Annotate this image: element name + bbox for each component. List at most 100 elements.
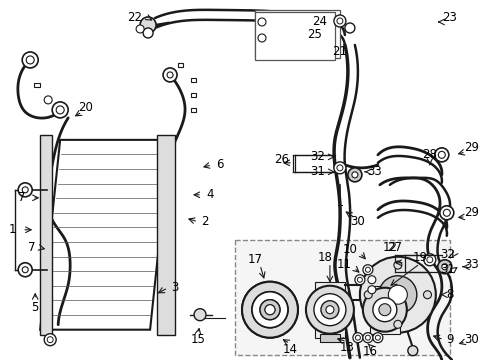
Circle shape <box>354 275 364 285</box>
Circle shape <box>375 335 380 340</box>
Circle shape <box>367 276 375 284</box>
Text: 6: 6 <box>216 158 224 171</box>
Circle shape <box>355 335 360 340</box>
Circle shape <box>387 285 407 304</box>
Circle shape <box>44 334 56 346</box>
Circle shape <box>439 206 453 220</box>
Circle shape <box>22 187 28 193</box>
Circle shape <box>367 286 375 294</box>
Text: 9: 9 <box>445 333 453 346</box>
Circle shape <box>260 300 280 320</box>
Circle shape <box>22 267 28 273</box>
Text: 8: 8 <box>445 288 452 301</box>
Bar <box>190 78 195 82</box>
Circle shape <box>393 320 401 328</box>
Text: 31: 31 <box>440 263 454 276</box>
Text: 20: 20 <box>78 102 92 114</box>
Bar <box>34 83 40 87</box>
Circle shape <box>136 25 144 33</box>
Circle shape <box>251 292 287 328</box>
Circle shape <box>44 96 52 104</box>
Circle shape <box>26 56 34 64</box>
Circle shape <box>351 172 357 178</box>
Circle shape <box>336 165 342 171</box>
Bar <box>190 108 195 112</box>
Circle shape <box>242 282 297 338</box>
Circle shape <box>434 148 448 162</box>
Circle shape <box>357 277 362 282</box>
Circle shape <box>372 333 382 343</box>
Circle shape <box>365 335 369 340</box>
Circle shape <box>423 254 435 266</box>
Text: 32: 32 <box>440 248 454 261</box>
Text: 26: 26 <box>274 153 289 166</box>
Circle shape <box>443 209 449 216</box>
Circle shape <box>364 291 371 299</box>
Text: 25: 25 <box>307 28 322 41</box>
Circle shape <box>336 18 342 24</box>
Text: 15: 15 <box>190 333 205 346</box>
Text: 10: 10 <box>342 243 357 256</box>
Text: 17: 17 <box>247 253 262 266</box>
Circle shape <box>167 72 173 78</box>
Text: 33: 33 <box>464 258 478 271</box>
Text: 28: 28 <box>422 148 436 161</box>
Text: 18: 18 <box>317 251 332 264</box>
Text: 5: 5 <box>31 301 39 314</box>
Circle shape <box>52 102 68 118</box>
Circle shape <box>140 17 156 33</box>
Text: 3: 3 <box>171 281 179 294</box>
Circle shape <box>320 301 338 319</box>
Text: 7: 7 <box>28 241 36 254</box>
Circle shape <box>333 15 345 27</box>
Circle shape <box>426 257 432 263</box>
Circle shape <box>325 306 333 314</box>
Circle shape <box>437 260 451 274</box>
Text: 24: 24 <box>312 15 327 28</box>
Text: 29: 29 <box>463 141 478 154</box>
Bar <box>314 282 344 338</box>
Text: 13: 13 <box>339 341 354 354</box>
Circle shape <box>264 305 274 315</box>
Circle shape <box>378 276 416 314</box>
Circle shape <box>352 333 362 343</box>
Circle shape <box>362 333 372 343</box>
Bar <box>157 135 175 335</box>
Bar <box>254 10 339 58</box>
Circle shape <box>260 300 280 320</box>
Circle shape <box>258 34 265 42</box>
Circle shape <box>22 52 38 68</box>
Text: 4: 4 <box>206 188 213 201</box>
Text: 31: 31 <box>310 165 325 178</box>
Circle shape <box>372 298 396 322</box>
Polygon shape <box>40 140 170 330</box>
Text: 29: 29 <box>463 206 478 219</box>
Bar <box>254 12 334 60</box>
Text: 23: 23 <box>442 12 456 24</box>
Bar <box>177 63 182 67</box>
Circle shape <box>258 18 265 26</box>
Text: 7: 7 <box>19 191 26 204</box>
Bar <box>319 334 339 342</box>
Circle shape <box>163 68 177 82</box>
Circle shape <box>18 183 32 197</box>
Bar <box>190 93 195 96</box>
Text: 33: 33 <box>367 165 382 178</box>
Circle shape <box>441 264 447 270</box>
Text: 30: 30 <box>464 333 478 346</box>
Circle shape <box>305 286 353 334</box>
Text: 11: 11 <box>336 258 351 271</box>
Text: 1: 1 <box>8 223 16 236</box>
Circle shape <box>344 23 354 33</box>
Circle shape <box>251 292 287 328</box>
Text: 30: 30 <box>350 215 365 228</box>
Circle shape <box>359 257 435 333</box>
Bar <box>369 286 399 334</box>
Bar <box>40 135 52 335</box>
Circle shape <box>143 28 153 38</box>
Circle shape <box>18 263 32 277</box>
Text: 16: 16 <box>362 345 377 358</box>
Circle shape <box>393 261 401 269</box>
Circle shape <box>242 282 297 338</box>
Bar <box>235 240 449 355</box>
